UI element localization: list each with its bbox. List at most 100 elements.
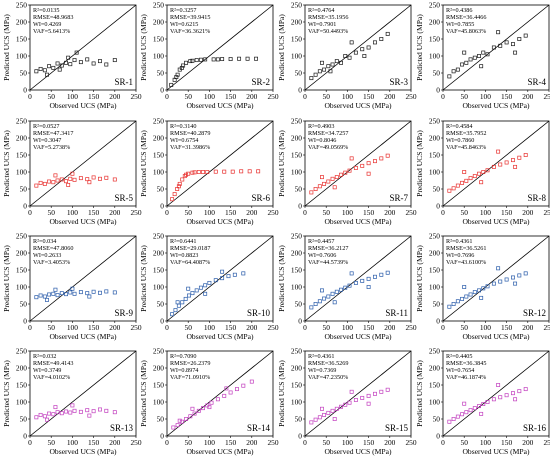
data-point [320,60,324,65]
x-tick-label: 50 [323,208,331,217]
panel-id: SR-7 [389,193,408,203]
data-point [309,305,314,310]
data-point [98,290,102,295]
y-tick-label: 50 [20,68,28,77]
data-point [53,405,58,410]
data-point [511,42,515,47]
x-tick-label: 150 [225,92,236,101]
y-tick-label: 100 [16,51,27,60]
panel-sr-9: 0 50 100 150 200 250 0 50 100 150 200 250 Observed U… [2,231,142,341]
data-point [64,292,68,297]
stat-line: VAF=5.2738% [33,144,70,151]
x-tick-label: 100 [342,323,353,332]
data-point [349,389,354,394]
data-point [513,281,518,286]
y-tick-label: 0 [298,316,302,325]
data-point [47,411,52,416]
data-point [87,294,92,299]
stat-line: VAF=45.8063% [446,28,486,35]
x-axis-label: Observed UCS (MPa) [462,101,530,110]
data-point [184,172,189,177]
reference-line [442,4,550,91]
data-point [313,72,318,77]
y-tick-label: 150 [291,380,302,389]
data-point [504,277,509,282]
reference-line [29,4,137,91]
y-axis-label: Predicted UCS (MPa) [2,130,11,197]
y-tick-label: 150 [16,150,27,159]
data-point [220,57,225,62]
data-point [317,415,322,420]
stat-line: RMSE=36.3845 [446,360,486,367]
data-point [379,37,384,41]
data-point [203,283,208,288]
x-tick-label: 200 [384,208,395,217]
data-point [523,271,528,276]
y-tick-label: 100 [429,282,440,291]
data-point [339,60,343,65]
stat-line: R²=0.034 [33,238,56,245]
panel-id: SR-9 [114,308,133,318]
data-point [517,155,522,160]
x-axis-label: Observed UCS (MPa) [49,217,117,226]
data-point [183,296,188,301]
data-point [468,408,473,413]
y-tick-label: 100 [153,282,164,291]
data-point [186,286,191,291]
data-point [460,296,465,301]
data-point [366,285,371,289]
data-point [213,278,218,283]
y-tick-label: 200 [153,248,164,257]
x-tick-label: 0 [28,92,32,101]
y-tick-label: 150 [429,380,440,389]
data-point [491,45,496,50]
x-tick-label: 250 [130,208,141,217]
y-tick-label: 200 [291,17,302,26]
data-point [188,414,193,419]
panel-id: SR-10 [247,308,271,318]
y-axis-label: Predicted UCS (MPa) [139,245,148,312]
y-tick-label: 0 [436,431,440,440]
data-point [192,411,197,416]
x-tick-label: 150 [363,208,374,217]
x-tick-label: 150 [225,438,236,447]
data-point [180,177,185,182]
data-point [322,181,327,186]
x-tick-label: 100 [480,438,491,447]
data-point [496,30,501,35]
y-tick-label: 250 [429,0,440,9]
stat-line: R²=0.4361 [308,353,335,360]
x-axis-label: Observed UCS (MPa) [49,447,117,456]
x-axis-label: Observed UCS (MPa) [462,217,530,226]
y-axis-label: Predicted UCS (MPa) [277,245,286,312]
y-tick-label: 100 [291,51,302,60]
data-point [504,40,509,45]
data-point [198,285,203,290]
y-axis-label: Predicted UCS (MPa) [415,360,424,427]
x-tick-label: 200 [384,323,395,332]
stat-line: RMSE=36.2127 [308,245,348,252]
data-point [179,65,184,70]
data-point [59,177,64,182]
data-point [38,66,43,71]
stat-line: VAF=5.6413% [33,28,70,35]
data-point [360,278,365,283]
data-point [468,57,473,62]
data-point [313,417,318,422]
y-tick-label: 0 [436,316,440,325]
data-point [313,187,318,191]
data-point [112,58,117,63]
data-point [68,62,73,67]
data-point [460,180,465,185]
data-point [330,176,335,181]
panel-sr-3: 0 50 100 150 200 250 0 50 100 150 200 250 Observed U… [277,0,417,110]
stat-line: R²=0.0135 [33,7,60,14]
data-point [464,178,469,183]
data-point [353,280,358,285]
x-tick-label: 250 [267,208,278,217]
data-point [479,411,484,416]
x-tick-label: 0 [303,323,307,332]
stat-line: VAF=36.3621% [170,28,210,35]
data-point [373,391,377,396]
y-tick-label: 150 [291,34,302,43]
